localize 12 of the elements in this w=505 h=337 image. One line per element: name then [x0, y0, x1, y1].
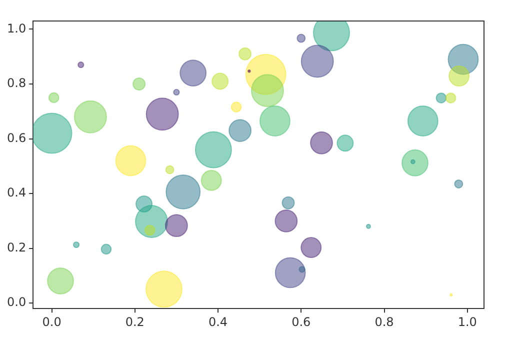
y-tick-label: 0.6 [6, 130, 26, 145]
x-tick-label: 0.2 [125, 314, 144, 329]
y-tick-label: 0.4 [6, 186, 26, 200]
x-tick-label: 0.8 [374, 314, 394, 329]
x-tick-label: 0.0 [42, 314, 62, 329]
x-tick-label: 0.4 [208, 314, 228, 329]
x-tick-label: 0.6 [292, 314, 311, 329]
y-tick-label: 0.8 [6, 76, 26, 90]
y-tick-label: 0.0 [6, 295, 26, 310]
y-tick-label: 1.0 [6, 21, 26, 36]
y-tick-label: 0.2 [6, 240, 26, 254]
x-tick-label: 1.0 [458, 314, 477, 329]
